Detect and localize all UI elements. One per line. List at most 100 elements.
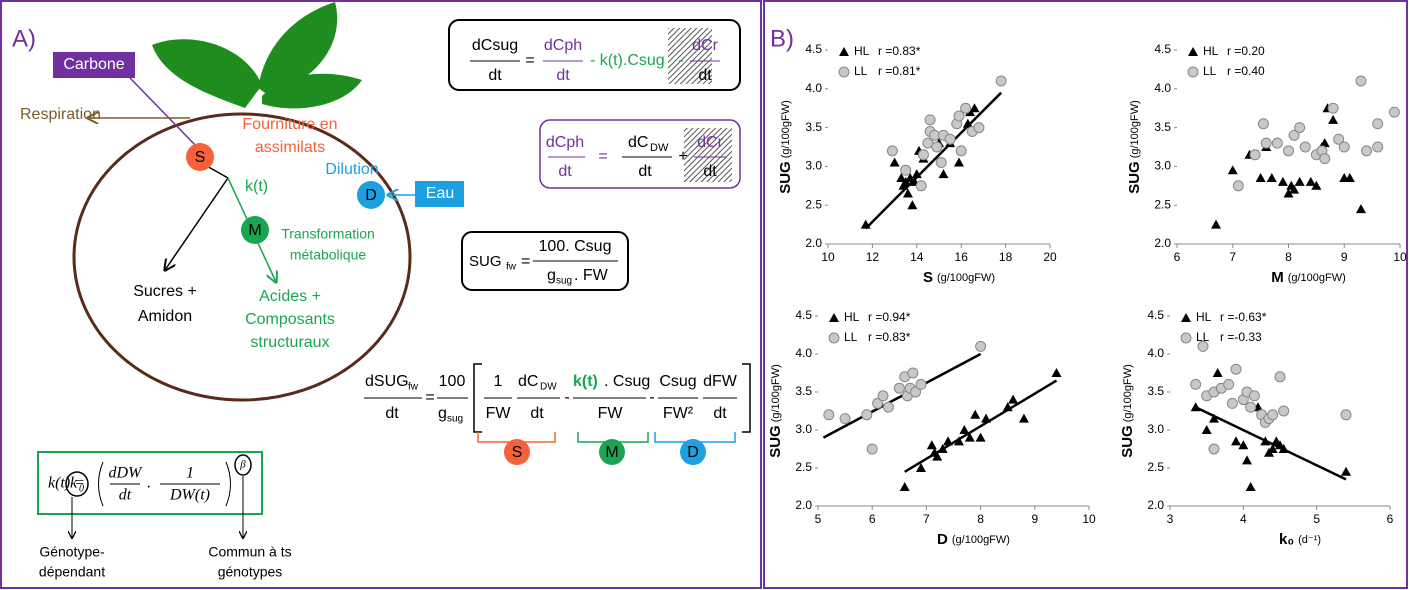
point bbox=[1242, 455, 1252, 465]
point bbox=[1319, 138, 1330, 148]
formula-text: 1 bbox=[186, 465, 194, 482]
eq-text: 1 bbox=[494, 373, 503, 390]
panel-b: 10 12 14 16 18 20 2.0 2.5 3.0 3.5 4.0 4.5 SUG (g/100g… bbox=[767, 42, 1407, 548]
x-tick-label: 18 bbox=[999, 250, 1013, 264]
x-axis-label: D (g/100gFW) bbox=[937, 531, 1010, 548]
point bbox=[1372, 118, 1384, 130]
point bbox=[1294, 122, 1306, 134]
point bbox=[1319, 153, 1331, 165]
point bbox=[1231, 436, 1241, 446]
eq-text: dCr bbox=[692, 37, 718, 54]
x-tick-label: 7 bbox=[1229, 250, 1236, 264]
x-axis-unit: (g/100gFW) bbox=[952, 534, 1010, 546]
y-tick-label: 3.5 bbox=[805, 120, 822, 134]
point bbox=[1232, 180, 1244, 192]
eq-text: g bbox=[438, 405, 447, 422]
node-s bbox=[186, 143, 214, 171]
point bbox=[823, 409, 835, 421]
legend-stat: r =0.20 bbox=[1227, 44, 1265, 58]
y-axis-label: SUG (g/100gFW) bbox=[767, 364, 784, 458]
eq-text: FW² bbox=[663, 405, 694, 422]
point bbox=[872, 397, 884, 409]
eau-label: Eau bbox=[426, 185, 454, 202]
dilution-label: Dilution bbox=[325, 161, 378, 178]
node-m-label: M bbox=[248, 222, 261, 239]
point bbox=[1271, 137, 1283, 149]
legend-marker bbox=[1181, 313, 1191, 322]
y-tick-label: 3.0 bbox=[1147, 422, 1164, 436]
eq-text: = bbox=[525, 52, 534, 69]
point bbox=[938, 169, 949, 179]
carbone-box bbox=[53, 52, 135, 78]
x-tick-label: 4 bbox=[1240, 512, 1247, 526]
eq-text: dC bbox=[628, 134, 648, 151]
point bbox=[1372, 141, 1384, 153]
eq-text: Csug bbox=[659, 373, 696, 390]
panel-label: A) bbox=[12, 25, 36, 52]
formula-text: dDW bbox=[109, 465, 144, 482]
x-axis-title: D bbox=[937, 531, 948, 548]
y-axis-unit: (g/100gFW) bbox=[1129, 100, 1141, 158]
eq-text: dt bbox=[530, 405, 544, 422]
bracket-label: S bbox=[512, 444, 523, 461]
equation-box bbox=[448, 19, 741, 91]
point bbox=[960, 102, 972, 114]
point bbox=[1355, 204, 1366, 214]
acides-label: structuraux bbox=[250, 334, 329, 351]
point bbox=[1274, 371, 1286, 383]
transformation-label: métabolique bbox=[290, 247, 366, 263]
point bbox=[1278, 444, 1289, 453]
y-axis-label: SUG (g/100gFW) bbox=[777, 100, 794, 194]
point bbox=[1311, 180, 1322, 190]
eq-text: = bbox=[521, 253, 530, 270]
point bbox=[1212, 368, 1223, 377]
bracket-label: D bbox=[687, 444, 699, 461]
leaf bbox=[262, 73, 362, 109]
fit-line bbox=[1195, 406, 1347, 481]
point bbox=[1338, 141, 1350, 153]
point bbox=[935, 157, 947, 169]
eq-text: - bbox=[564, 389, 569, 406]
legend-label: HL bbox=[854, 44, 870, 58]
eq-sub: DW bbox=[540, 382, 557, 393]
point bbox=[1249, 149, 1261, 161]
highlight-circle bbox=[65, 471, 89, 497]
legend-label: HL bbox=[1196, 310, 1212, 324]
carbone-label: Carbone bbox=[63, 56, 124, 73]
point bbox=[944, 133, 956, 145]
y-tick-label: 3.0 bbox=[795, 422, 812, 436]
point bbox=[1327, 102, 1339, 114]
highlight-circle bbox=[234, 454, 252, 476]
x-tick-label: 6 bbox=[1174, 250, 1181, 264]
equation-box bbox=[539, 119, 741, 189]
y-tick-label: 3.5 bbox=[1147, 384, 1164, 398]
x-tick-label: 7 bbox=[923, 512, 930, 526]
point bbox=[953, 436, 964, 446]
y-axis-title: SUG bbox=[1119, 425, 1136, 458]
cell bbox=[72, 112, 412, 402]
x-tick-label: 10 bbox=[1393, 250, 1407, 264]
y-tick-label: 2.0 bbox=[795, 498, 812, 512]
x-tick-label: 5 bbox=[1313, 512, 1320, 526]
eq-text: . Csug bbox=[604, 373, 650, 390]
point bbox=[931, 141, 943, 153]
point bbox=[1208, 443, 1220, 455]
point bbox=[882, 401, 894, 413]
point bbox=[962, 118, 973, 128]
y-tick-label: 4.0 bbox=[805, 81, 822, 95]
point bbox=[953, 157, 964, 167]
point bbox=[1245, 401, 1257, 413]
eq-text: dt bbox=[556, 67, 570, 84]
point bbox=[1226, 397, 1238, 409]
point bbox=[915, 378, 927, 390]
legend-stat: r =-0.33 bbox=[1220, 330, 1262, 344]
point bbox=[907, 367, 919, 379]
y-tick-label: 4.5 bbox=[795, 308, 812, 322]
point bbox=[915, 180, 927, 192]
point bbox=[1283, 145, 1294, 157]
point bbox=[1190, 378, 1202, 390]
point bbox=[1288, 129, 1300, 141]
y-tick-label: 2.5 bbox=[1147, 460, 1164, 474]
point bbox=[1223, 378, 1235, 390]
point bbox=[1190, 402, 1201, 412]
